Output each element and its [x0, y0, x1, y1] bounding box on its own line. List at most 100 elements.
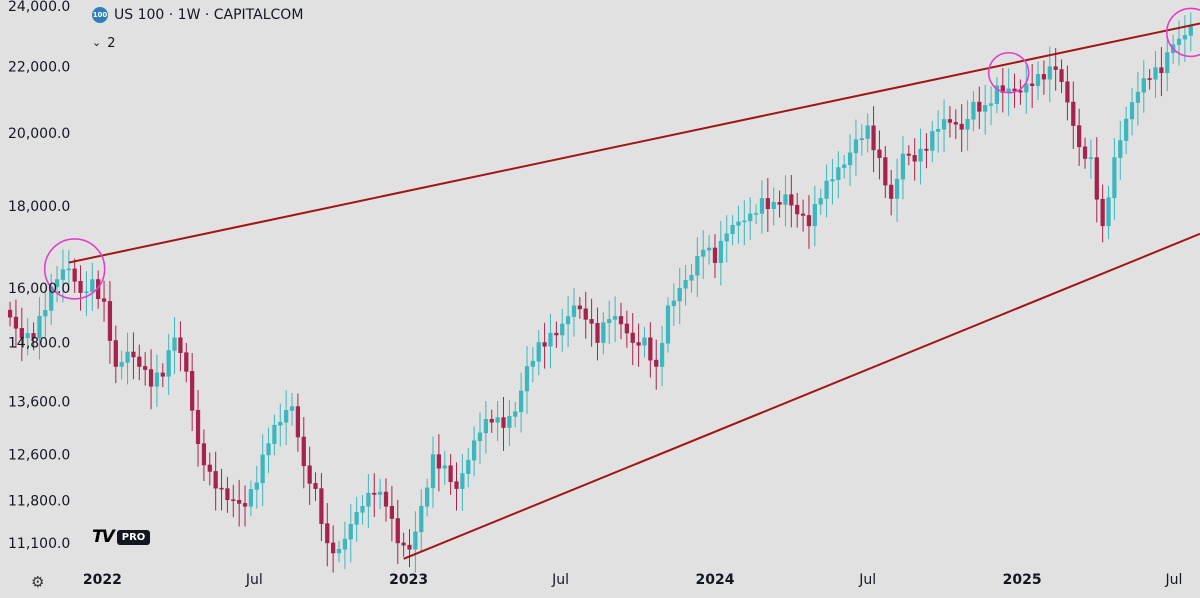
candle-body [1188, 26, 1193, 36]
y-tick-label: 20,000.0 [8, 126, 70, 142]
candle [1035, 61, 1041, 101]
upper-trendline[interactable] [68, 22, 1200, 264]
candle [137, 344, 142, 381]
candle-body [759, 198, 765, 214]
y-tick-label: 11,100.0 [8, 536, 70, 552]
chevron-down-icon[interactable]: ⌄ [92, 36, 102, 49]
candle-body [1065, 81, 1070, 103]
candle [513, 401, 518, 428]
candle-body [154, 372, 160, 387]
candle-body [842, 164, 847, 168]
candle [900, 136, 906, 200]
candle-body [677, 287, 682, 302]
candle [1135, 71, 1141, 126]
candle-body [659, 342, 665, 367]
candle-body [1176, 38, 1182, 45]
candle [759, 180, 765, 234]
candle [565, 296, 571, 348]
candle-body [1077, 125, 1082, 148]
candle-body [501, 417, 506, 428]
candle-body [348, 524, 353, 540]
candle [877, 130, 882, 180]
candle [953, 109, 958, 139]
candle-body [941, 119, 947, 130]
candle-body [72, 268, 77, 282]
candle [184, 342, 189, 383]
candle-body [342, 538, 348, 550]
candle [665, 297, 671, 353]
candle [372, 473, 377, 517]
candle-body [213, 471, 218, 489]
candle [507, 399, 512, 447]
candle-body [54, 279, 60, 288]
candle [166, 333, 171, 395]
candle [777, 190, 782, 218]
candle-body [836, 167, 841, 180]
candle-body [959, 123, 964, 130]
candle [331, 525, 336, 573]
indicator-count: 2 [107, 36, 116, 51]
candle [618, 302, 624, 340]
candle-body [542, 342, 547, 347]
candle [207, 452, 212, 486]
candle [1000, 68, 1005, 113]
highlight-circle[interactable] [987, 51, 1030, 94]
candle [554, 321, 559, 348]
candle-body [466, 459, 471, 474]
candle [1106, 185, 1111, 240]
candle [1071, 81, 1076, 149]
highlight-circle[interactable] [43, 238, 106, 300]
candle-body [1035, 74, 1041, 86]
candle [706, 235, 712, 265]
candle [589, 298, 594, 347]
candle [601, 312, 606, 355]
candle-body [25, 333, 30, 339]
indicators-toggle[interactable]: ⌄ 2 [92, 36, 116, 51]
highlight-circle[interactable] [1165, 7, 1200, 58]
candle-body [636, 342, 641, 346]
chart-legend[interactable]: 100 US 100 · 1W · CAPITALCOM [92, 7, 303, 23]
candle [560, 308, 565, 352]
candle [988, 86, 994, 126]
candle-body [272, 424, 277, 444]
y-tick-label: 16,000.0 [8, 281, 70, 297]
candle-body [877, 149, 882, 158]
candle-body [847, 152, 853, 166]
candle-body [313, 483, 318, 489]
candle-body [242, 503, 248, 507]
gear-icon[interactable]: ⚙ [31, 573, 45, 591]
candle [959, 104, 964, 152]
candle-body [1124, 118, 1129, 141]
candle [1059, 59, 1064, 94]
candle [1188, 12, 1193, 52]
candle [90, 262, 95, 311]
candle-body [871, 125, 876, 151]
candle [748, 197, 753, 240]
candle [1118, 120, 1123, 180]
candle [43, 290, 48, 339]
candle [354, 496, 359, 542]
tradingview-logo[interactable]: TV PRO [92, 527, 151, 547]
candle [994, 77, 1000, 114]
candle [518, 372, 524, 433]
candle-body [395, 518, 400, 544]
candle [413, 511, 418, 573]
x-tick-label: Jul [551, 572, 569, 588]
candle-body [812, 203, 817, 227]
candle-body [830, 179, 835, 182]
candle [795, 192, 800, 228]
lower-trendline[interactable] [403, 232, 1200, 560]
candle [765, 178, 770, 232]
candle-body [419, 505, 424, 533]
symbol-title[interactable]: US 100 · 1W · CAPITALCOM [114, 7, 304, 23]
candle-body [624, 323, 629, 334]
candle-body [1159, 67, 1164, 74]
candle [530, 346, 535, 383]
candle-body [765, 198, 770, 210]
candle [683, 264, 688, 306]
y-tick-label: 24,000.0 [8, 0, 70, 15]
candle [612, 296, 618, 343]
candle [918, 128, 923, 185]
